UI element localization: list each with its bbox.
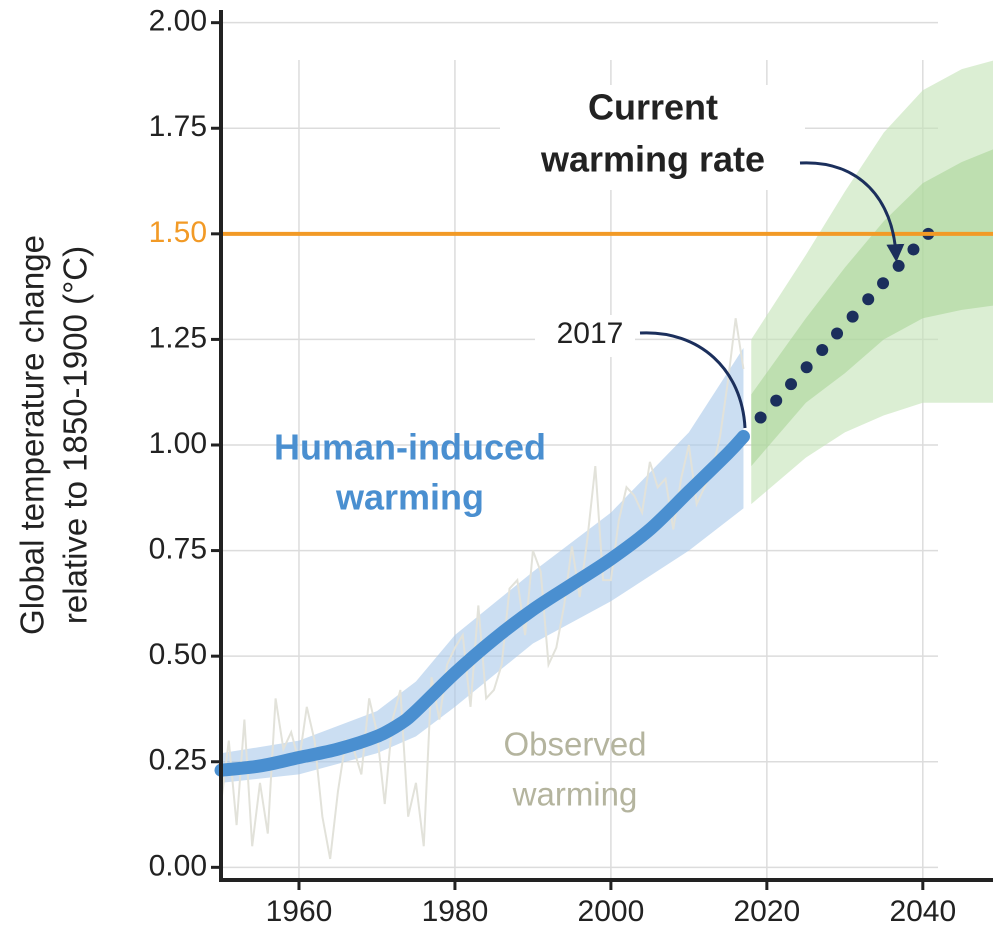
labels: 0.00 0.25 0.50 0.75 1.00 1.25 1.50 1.75 2.00 1960…: [14, 5, 993, 928]
annotation-background: [500, 85, 805, 190]
y-tick-label: 1.50: [149, 216, 207, 249]
y-tick-label: 2.00: [149, 5, 207, 38]
projection-dot: [892, 259, 905, 272]
x-tick-label: 2040: [889, 895, 956, 928]
projection-dot: [862, 293, 875, 306]
y-axis-label: relative to 1850-1900 (°C): [57, 246, 94, 624]
projection-dot: [907, 243, 920, 256]
projection-dot: [877, 277, 890, 290]
y-axis-label: Global temperature change: [14, 235, 51, 635]
y-tick-label: 0.75: [149, 533, 207, 566]
annotation-arrow: [639, 331, 747, 429]
series-label: Human-induced: [274, 427, 546, 468]
x-tick-label: 1980: [422, 895, 489, 928]
projection-dot: [816, 343, 829, 356]
annotation: Current: [588, 87, 718, 128]
projection-dot: [800, 361, 813, 374]
series-label: warming: [512, 776, 638, 813]
x-tick-label: 2000: [578, 895, 645, 928]
series-label: warming: [335, 477, 484, 518]
projection-dot: [831, 327, 844, 340]
series-label: Observed: [503, 726, 646, 763]
projection-dot: [754, 411, 767, 424]
projection-dot: [770, 394, 783, 407]
x-tick-label: 1960: [266, 895, 333, 928]
annotation: 2017: [557, 317, 624, 350]
y-tick-label: 1.75: [149, 110, 207, 143]
annotation-arrow: [799, 161, 905, 263]
y-tick-label: 1.25: [149, 321, 207, 354]
y-tick-label: 0.25: [149, 744, 207, 777]
annotation-background: [535, 315, 635, 357]
x-tick-label: 2020: [733, 895, 800, 928]
projection-dot: [785, 378, 798, 391]
uncertainty-band: [221, 347, 744, 783]
y-tick-label: 0.00: [149, 849, 207, 882]
trend-line: [214, 430, 750, 777]
plot-area: [214, 60, 993, 860]
annotation: warming rate: [540, 139, 765, 180]
y-tick-label: 0.50: [149, 638, 207, 671]
y-tick-label: 1.00: [149, 427, 207, 460]
uncertainty-band: [751, 149, 993, 467]
projection-dot: [846, 310, 859, 323]
